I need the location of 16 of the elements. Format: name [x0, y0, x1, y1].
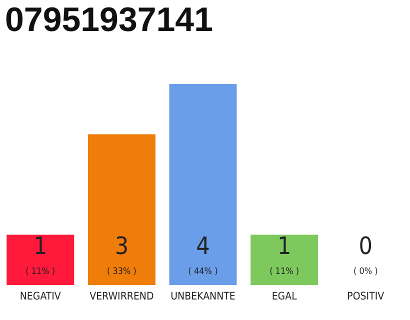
data-label: 3 — [114, 232, 129, 260]
annotation: ( 11% ) — [26, 267, 56, 277]
annotation: ( 0% ) — [353, 267, 378, 277]
annotation: ( 11% ) — [270, 267, 300, 277]
x-tick-label: EGAL — [272, 290, 298, 302]
x-tick-label: VERWIRREND — [90, 290, 154, 302]
data-label: 0 — [358, 232, 372, 260]
chart-title: 07951937141 — [5, 1, 214, 39]
x-tick-label: POSITIV — [347, 290, 385, 302]
data-label: 1 — [34, 232, 48, 260]
data-label: 1 — [277, 232, 292, 260]
x-tick-label: UNBEKANNTE — [170, 290, 236, 302]
annotation: ( 33% ) — [106, 267, 136, 277]
x-tick-label: NEGATIV — [20, 290, 62, 302]
data-label: 4 — [196, 232, 210, 260]
annotation: ( 44% ) — [188, 267, 218, 277]
